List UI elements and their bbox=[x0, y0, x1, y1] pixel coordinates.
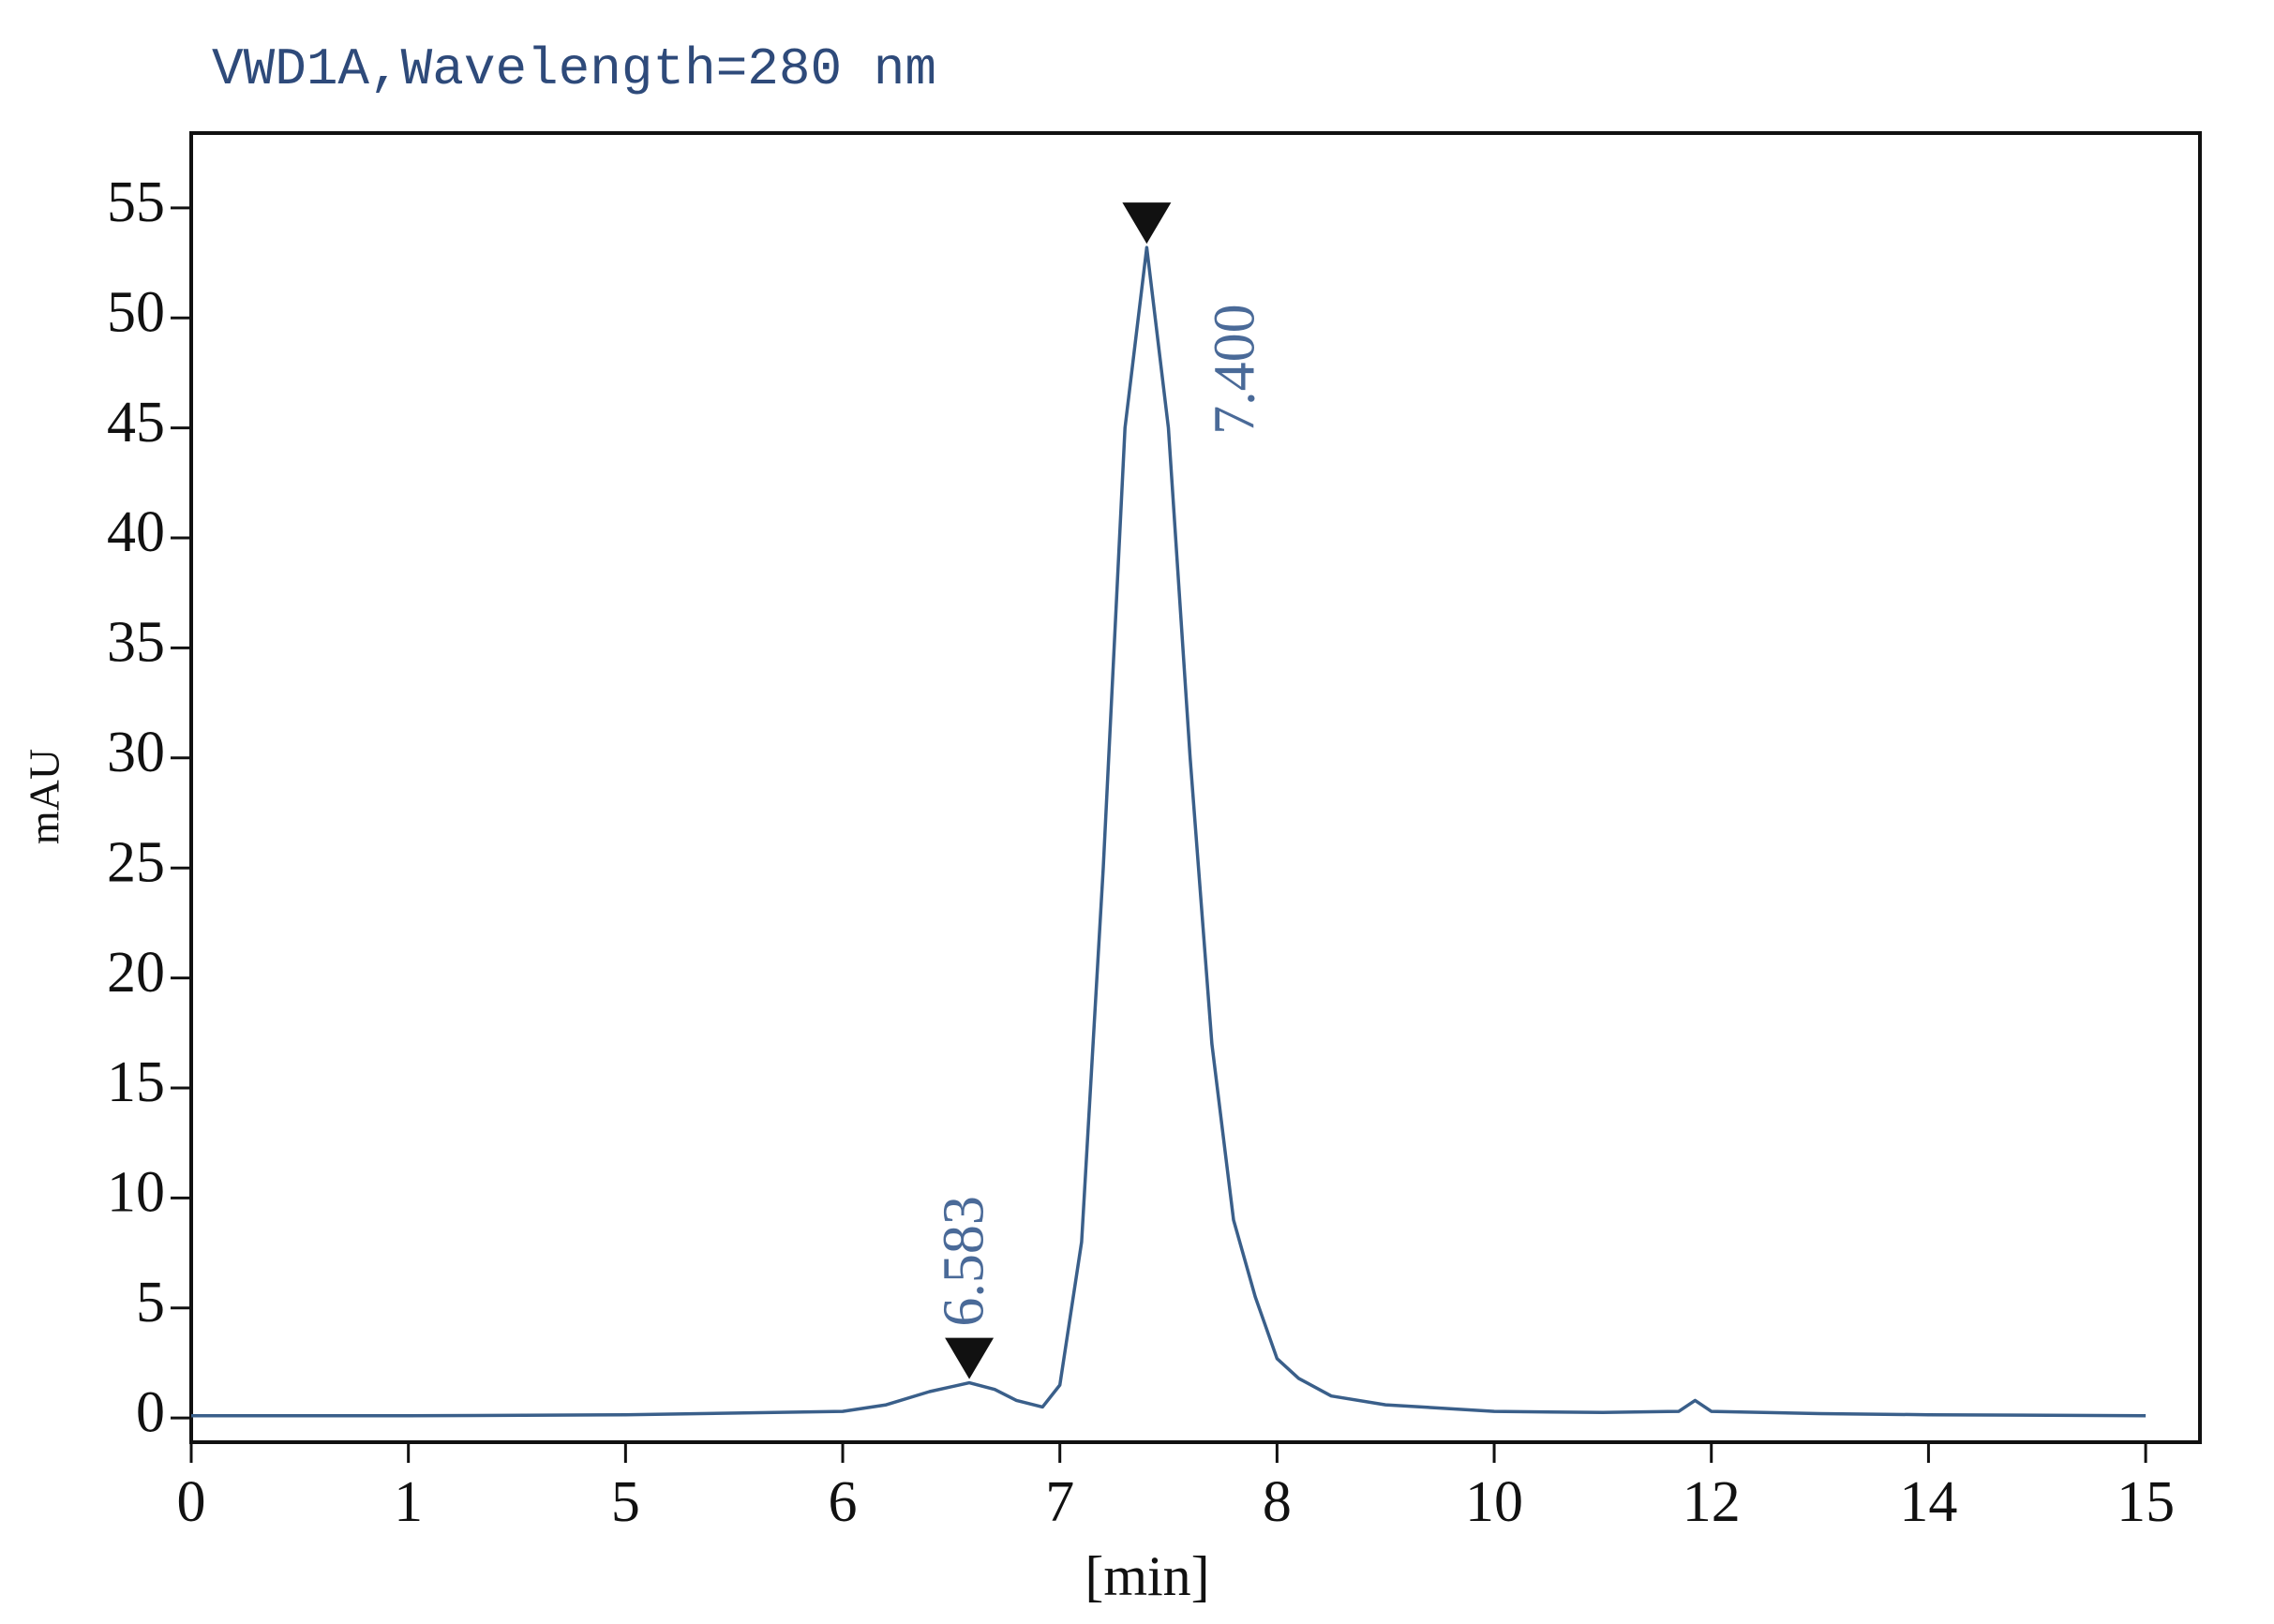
x-tick-label: 10 bbox=[1465, 1470, 1523, 1534]
x-axis-label: [min] bbox=[1085, 1545, 1209, 1607]
x-tick-label: 0 bbox=[177, 1470, 206, 1534]
y-tick-label: 25 bbox=[107, 830, 165, 894]
y-tick-label: 30 bbox=[107, 721, 165, 784]
y-tick-label: 5 bbox=[136, 1271, 165, 1334]
plot-frame bbox=[189, 131, 2202, 1444]
x-tick-label: 5 bbox=[611, 1470, 640, 1534]
x-tick-label: 12 bbox=[1683, 1470, 1741, 1534]
x-tick-label: 7 bbox=[1045, 1470, 1074, 1534]
peak-marker bbox=[1122, 202, 1172, 245]
y-tick-label: 35 bbox=[107, 611, 165, 675]
y-tick-label: 10 bbox=[107, 1161, 165, 1225]
y-tick-label: 15 bbox=[107, 1050, 165, 1114]
x-tick-label: 14 bbox=[1899, 1470, 1957, 1534]
peak-marker bbox=[945, 1337, 995, 1379]
chart-title: VWD1A,Wavelength=280 nm bbox=[212, 39, 936, 99]
y-tick-label: 40 bbox=[107, 500, 165, 564]
x-tick-label: 1 bbox=[394, 1470, 423, 1534]
y-tick-label: 20 bbox=[107, 941, 165, 1005]
y-tick-label: 50 bbox=[107, 280, 165, 344]
y-tick-label: 55 bbox=[107, 171, 165, 234]
y-tick-label: 0 bbox=[136, 1380, 165, 1444]
x-tick-label: 6 bbox=[829, 1470, 858, 1534]
x-tick-label: 15 bbox=[2117, 1470, 2175, 1534]
peak-label: 6.583 bbox=[932, 1196, 995, 1327]
y-tick-label: 45 bbox=[107, 391, 165, 454]
trace bbox=[191, 246, 2147, 1418]
x-tick-label: 8 bbox=[1263, 1470, 1292, 1534]
peak-label: 7.400 bbox=[1204, 304, 1267, 435]
y-axis-label: mAU bbox=[21, 749, 68, 844]
